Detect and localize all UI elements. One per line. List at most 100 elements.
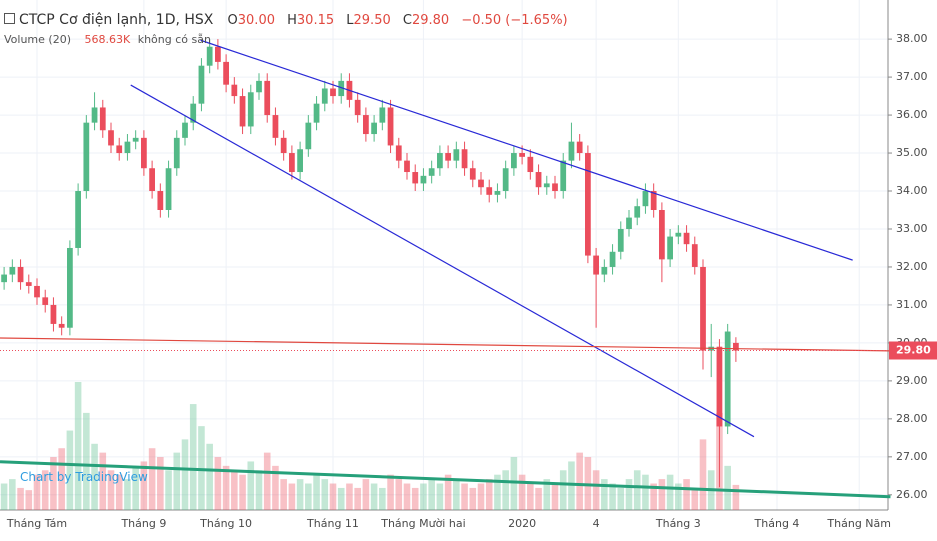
candle-body bbox=[165, 168, 172, 210]
candle-body bbox=[659, 210, 665, 260]
volume-bar bbox=[642, 474, 649, 510]
volume-bar bbox=[66, 430, 74, 510]
candle-body bbox=[667, 236, 673, 260]
candle-body bbox=[338, 80, 345, 97]
volume-bar bbox=[436, 483, 444, 510]
volume-bar bbox=[74, 382, 82, 510]
volume-bar bbox=[181, 439, 189, 510]
candle-body bbox=[321, 88, 328, 104]
volume-bar bbox=[50, 457, 57, 510]
volume-bar bbox=[173, 452, 181, 510]
candle-body bbox=[289, 153, 295, 173]
candle-body bbox=[593, 255, 599, 275]
volume-bar bbox=[559, 470, 567, 510]
candle-body bbox=[190, 103, 197, 123]
volume-bar bbox=[477, 483, 485, 510]
volume-bar bbox=[58, 448, 65, 510]
candle-body bbox=[724, 331, 731, 427]
candle-body bbox=[182, 122, 188, 138]
volume-bar bbox=[535, 487, 542, 510]
candle-body bbox=[272, 115, 279, 138]
y-tick-label: 27.00 bbox=[896, 450, 928, 463]
volume-bar bbox=[329, 483, 337, 510]
volume-bar bbox=[305, 483, 312, 510]
candle-body bbox=[256, 80, 262, 93]
volume-bar bbox=[214, 457, 222, 510]
candle-body bbox=[354, 99, 361, 116]
candle-body bbox=[34, 285, 40, 298]
candle-body bbox=[469, 168, 476, 180]
x-tick-label: Tháng 10 bbox=[199, 517, 252, 530]
volume-bar bbox=[485, 479, 493, 510]
legend-header: CTCP Cơ điện lạnh, 1D, HSX O30.00 H30.15… bbox=[4, 10, 576, 31]
candle-body bbox=[50, 304, 57, 324]
candle-body bbox=[157, 191, 164, 210]
volume-bar bbox=[222, 465, 230, 510]
volume-bar bbox=[453, 479, 460, 510]
x-tick-label: Tháng 11 bbox=[306, 517, 359, 530]
candle-body bbox=[716, 346, 723, 427]
volume-bar bbox=[41, 470, 49, 510]
candle-body bbox=[568, 141, 575, 161]
volume-bar bbox=[379, 487, 386, 510]
candle-body bbox=[617, 228, 624, 252]
volume-bar bbox=[132, 465, 139, 510]
volume-bar bbox=[518, 474, 526, 510]
candle-body bbox=[313, 103, 320, 123]
volume-bar bbox=[198, 426, 205, 510]
candle-body bbox=[149, 168, 155, 192]
candle-body bbox=[634, 206, 641, 218]
volume-bar bbox=[403, 483, 411, 510]
candle-body bbox=[535, 172, 542, 188]
candle-body bbox=[42, 297, 49, 305]
candle-body bbox=[486, 187, 493, 195]
volume-bar bbox=[494, 474, 501, 510]
volume-bar bbox=[140, 461, 148, 510]
candle-body bbox=[461, 149, 468, 169]
candle-body bbox=[75, 191, 81, 248]
volume-bar bbox=[732, 484, 740, 510]
volume-bar bbox=[469, 487, 477, 510]
last-price-box bbox=[889, 341, 937, 360]
watermark[interactable]: Chart by TradingView bbox=[20, 470, 148, 484]
candle-body bbox=[247, 92, 254, 127]
trendline bbox=[0, 337, 891, 352]
candle-body bbox=[280, 137, 287, 154]
candle-body bbox=[560, 160, 567, 192]
volume-bar bbox=[675, 483, 682, 510]
volume-bar bbox=[666, 474, 674, 510]
volume-bar bbox=[650, 483, 657, 510]
volume-bar bbox=[313, 474, 320, 510]
candle-body bbox=[198, 65, 205, 104]
c-label: C bbox=[402, 13, 412, 28]
change: −0.50 (−1.65%) bbox=[461, 13, 568, 28]
volume-bar bbox=[633, 470, 641, 510]
o-label: O bbox=[227, 13, 238, 28]
symbol-title: CTCP Cơ điện lạnh, 1D, HSX bbox=[19, 12, 214, 28]
candle-body bbox=[437, 153, 443, 169]
volume-bar bbox=[420, 483, 427, 510]
candle-body bbox=[453, 149, 460, 161]
candle-body bbox=[650, 191, 657, 210]
volume-bar bbox=[239, 474, 246, 510]
volume-bar bbox=[617, 487, 625, 510]
candle-body bbox=[420, 175, 427, 184]
volume-bar bbox=[354, 487, 361, 510]
volume-bar bbox=[568, 461, 575, 510]
candle-body bbox=[428, 168, 435, 176]
volume-bar bbox=[683, 479, 690, 510]
volume-bar bbox=[395, 479, 403, 510]
candle-body bbox=[478, 179, 484, 188]
candle-body bbox=[67, 247, 73, 328]
candle-body bbox=[642, 191, 649, 207]
volume-bar bbox=[543, 479, 551, 510]
x-tick-label: Tháng Năm bbox=[826, 517, 891, 530]
candle-body bbox=[17, 266, 24, 283]
volume-bar bbox=[247, 461, 255, 510]
y-tick-label: 37.00 bbox=[896, 70, 928, 83]
candle-body bbox=[264, 80, 271, 116]
volume-bar bbox=[165, 470, 172, 510]
candle-body bbox=[691, 244, 698, 267]
candle-body bbox=[552, 183, 558, 192]
square-icon[interactable] bbox=[4, 13, 15, 24]
